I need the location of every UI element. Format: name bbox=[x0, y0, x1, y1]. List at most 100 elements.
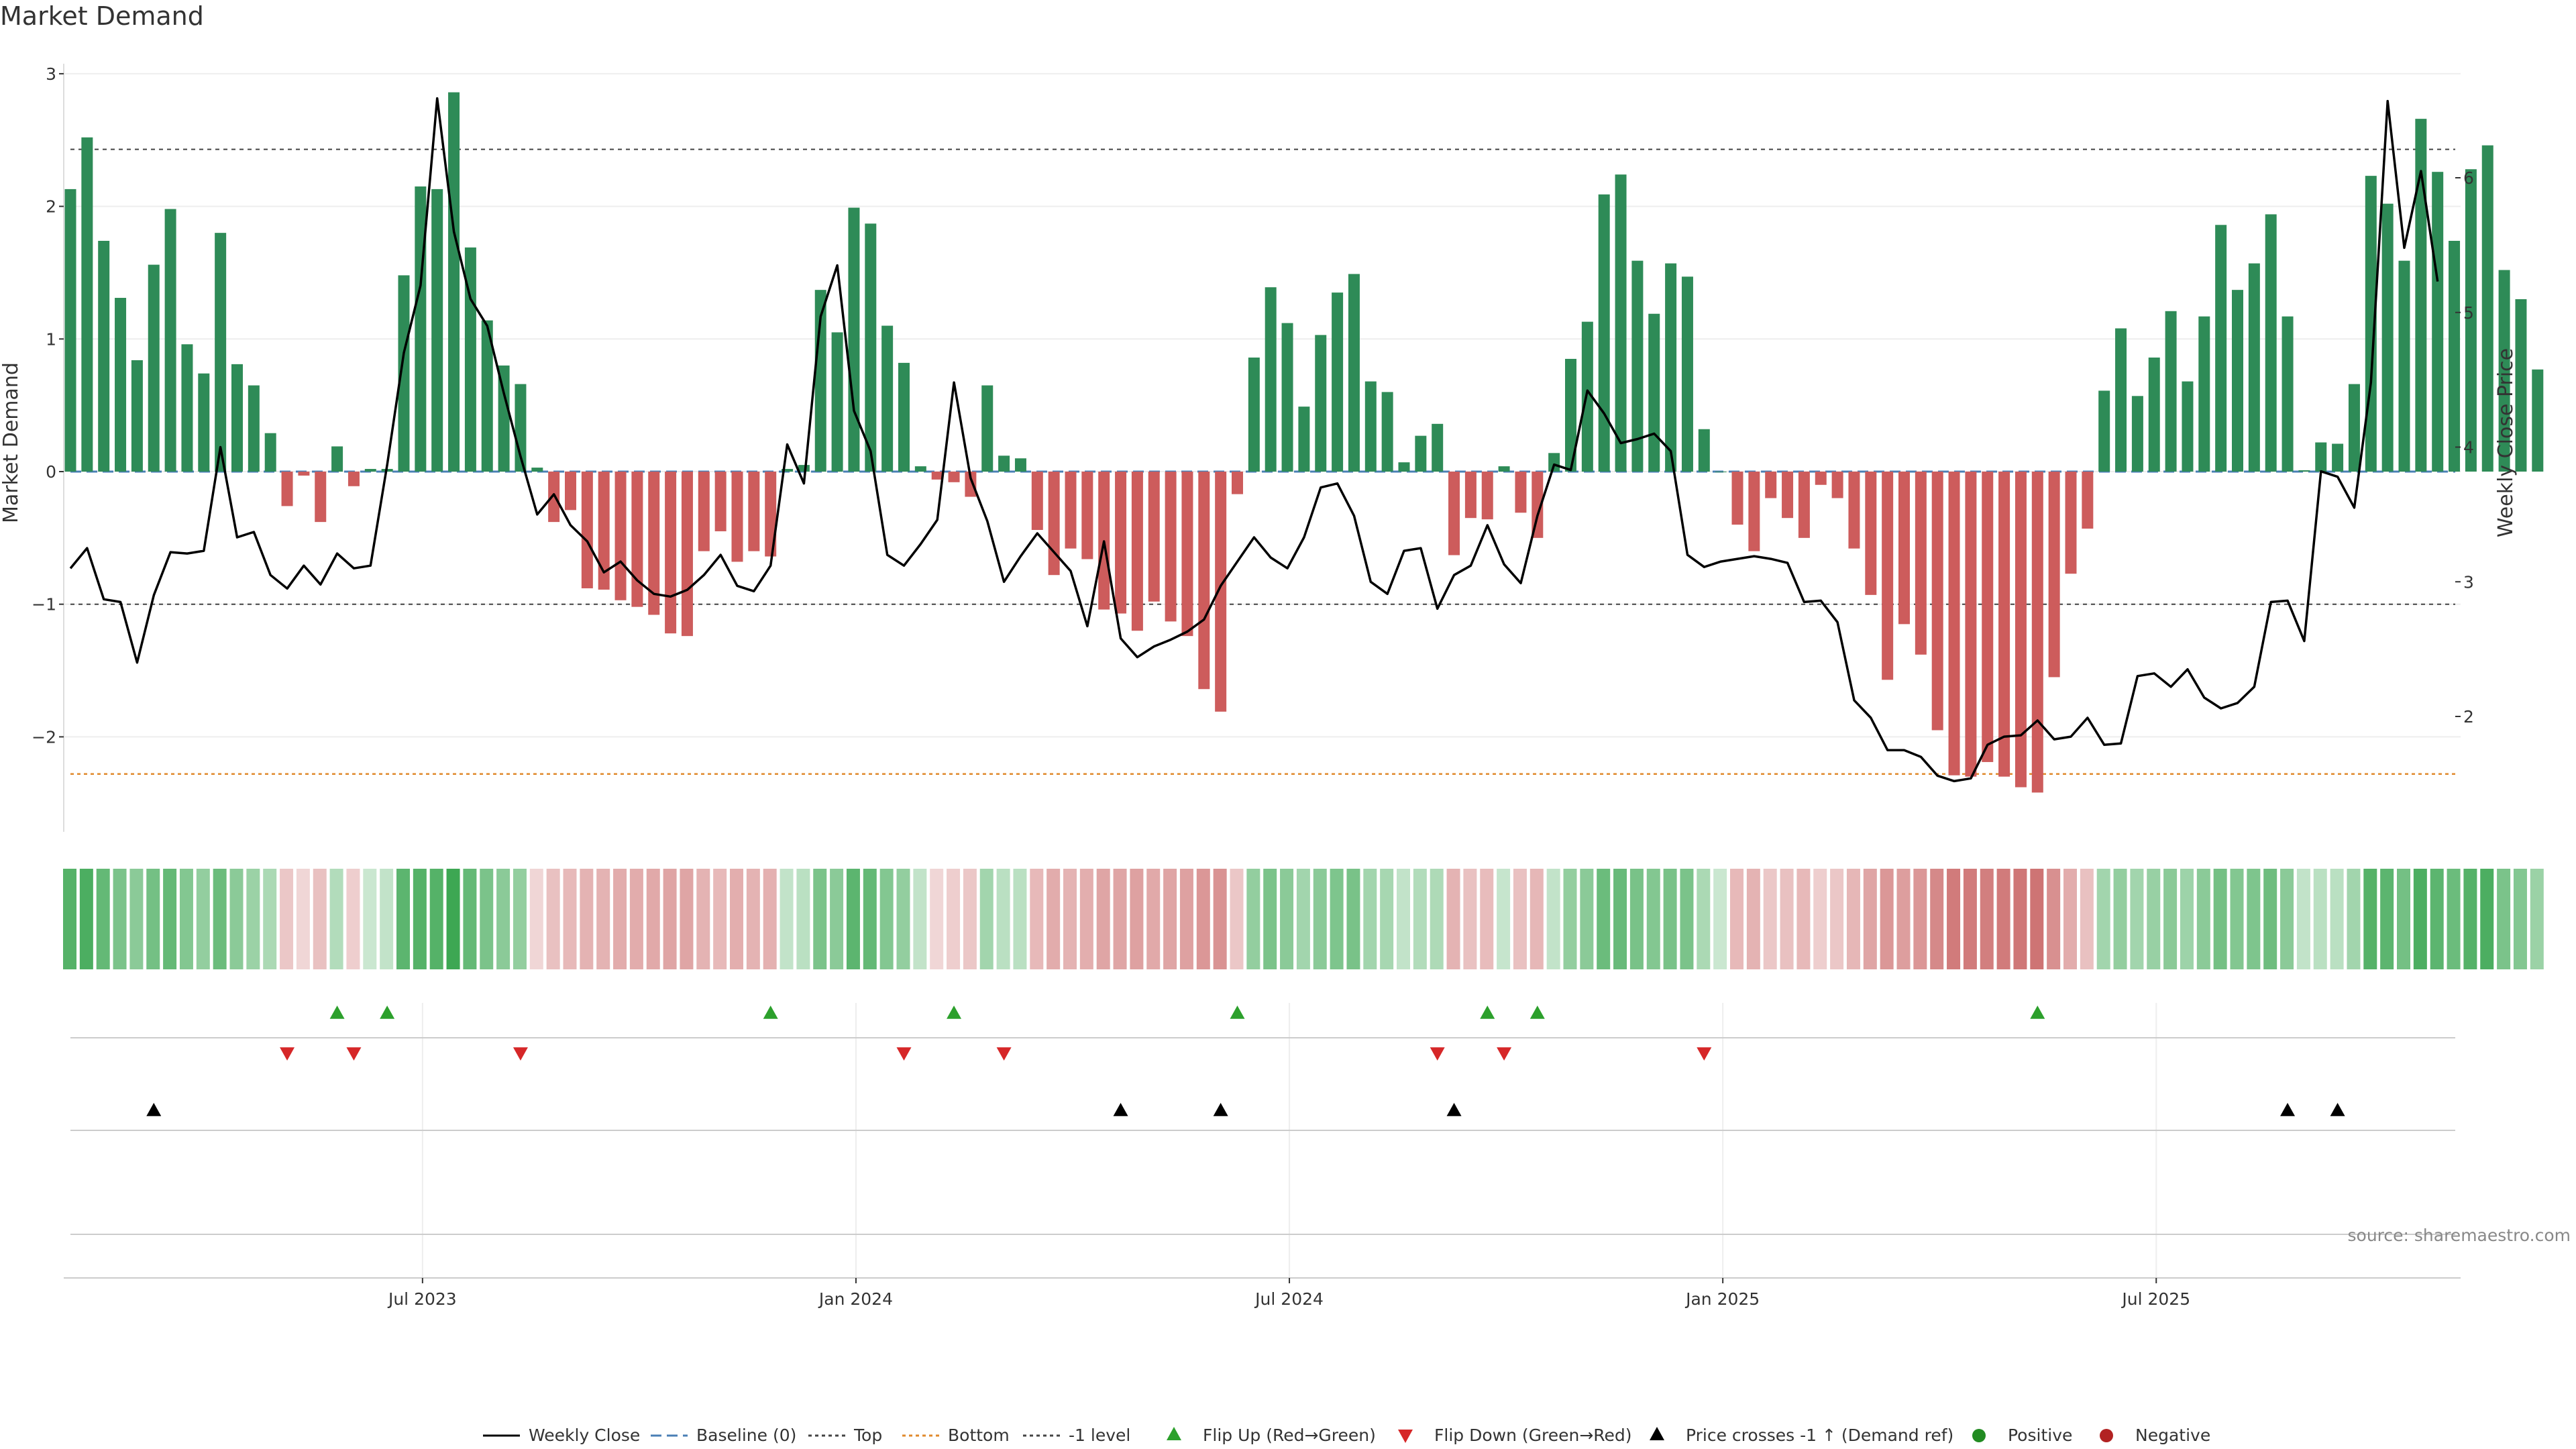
price-cross-marker bbox=[1113, 1103, 1128, 1116]
demand-bar bbox=[1615, 174, 1627, 472]
heat-cell bbox=[896, 869, 910, 969]
demand-bar bbox=[1865, 472, 1877, 595]
heat-cell bbox=[1563, 869, 1577, 969]
y-tick-label: −2 bbox=[32, 727, 56, 747]
flip-down-marker bbox=[1430, 1047, 1445, 1061]
regime-heat-strip bbox=[63, 869, 2544, 969]
heat-cell bbox=[2447, 869, 2461, 969]
demand-bar bbox=[264, 433, 276, 472]
demand-bar bbox=[1198, 472, 1210, 690]
heat-cell bbox=[1230, 869, 1244, 969]
demand-bar bbox=[1965, 472, 1977, 777]
demand-bar bbox=[1815, 472, 1827, 485]
heat-cell bbox=[480, 869, 494, 969]
heat-cell bbox=[1313, 869, 1327, 969]
demand-bar bbox=[1998, 472, 2010, 777]
heat-cell bbox=[1213, 869, 1227, 969]
heat-cell bbox=[2113, 869, 2127, 969]
demand-bar bbox=[1748, 472, 1760, 551]
demand-bar bbox=[98, 241, 110, 472]
x-tick-label: Jul 2024 bbox=[1254, 1289, 1324, 1309]
heat-cell bbox=[713, 869, 727, 969]
heat-cell bbox=[1463, 869, 1477, 969]
heat-cell bbox=[1446, 869, 1460, 969]
flip-down-marker bbox=[896, 1047, 912, 1061]
heat-cell bbox=[546, 869, 560, 969]
heat-cell bbox=[1930, 869, 1944, 969]
heat-cell bbox=[1380, 869, 1394, 969]
demand-bar bbox=[1498, 466, 1510, 472]
demand-bar bbox=[1948, 472, 1960, 775]
demand-bar bbox=[2348, 384, 2360, 472]
legend-label: Positive bbox=[2008, 1426, 2072, 1445]
legend-item: Flip Up (Red→Green) bbox=[1167, 1426, 1376, 1445]
heat-cell bbox=[2196, 869, 2210, 969]
heat-cell bbox=[1529, 869, 1544, 969]
heat-cell bbox=[1513, 869, 1527, 969]
heat-cell bbox=[596, 869, 610, 969]
flip-up-marker bbox=[1529, 1006, 1545, 1019]
demand-bar bbox=[2198, 316, 2210, 472]
heat-cell bbox=[2330, 869, 2344, 969]
demand-bar bbox=[1348, 274, 1360, 472]
demand-bar bbox=[831, 332, 843, 472]
x-tick-label: Jul 2025 bbox=[2121, 1289, 2190, 1309]
demand-bar bbox=[1232, 472, 1243, 494]
demand-bar bbox=[1115, 472, 1127, 614]
heat-cell bbox=[1246, 869, 1260, 969]
flip-up-marker bbox=[1480, 1006, 1495, 1019]
heat-cell bbox=[2530, 869, 2544, 969]
y-tick-label: 2 bbox=[46, 197, 56, 217]
price-cross-marker bbox=[1446, 1103, 1462, 1116]
heat-cell bbox=[563, 869, 577, 969]
heat-cell bbox=[179, 869, 193, 969]
demand-bar bbox=[614, 472, 627, 600]
x-tick-label: Jul 2023 bbox=[387, 1289, 457, 1309]
legend-label: -1 level bbox=[1069, 1426, 1130, 1445]
y2-tick-label: 3 bbox=[2463, 572, 2474, 592]
demand-bar bbox=[2065, 472, 2077, 574]
y2-tick-label: 5 bbox=[2463, 303, 2474, 323]
heat-cell bbox=[963, 869, 977, 969]
heat-cell bbox=[1713, 869, 1727, 969]
heat-cell bbox=[2513, 869, 2527, 969]
heat-cell bbox=[2480, 869, 2494, 969]
heat-cell bbox=[1346, 869, 1360, 969]
heat-cell bbox=[2080, 869, 2094, 969]
demand-bar bbox=[1765, 472, 1777, 498]
demand-bar bbox=[2415, 119, 2427, 472]
y2-tick-label: 2 bbox=[2463, 707, 2474, 727]
demand-bar bbox=[2215, 225, 2227, 472]
heat-cell bbox=[1780, 869, 1794, 969]
demand-bar bbox=[782, 469, 794, 472]
heat-cell bbox=[2096, 869, 2110, 969]
demand-bar bbox=[1665, 263, 1677, 472]
demand-bar bbox=[2031, 472, 2043, 793]
demand-bar bbox=[2449, 241, 2461, 472]
legend-label: Baseline (0) bbox=[696, 1426, 796, 1445]
demand-bar bbox=[1148, 472, 1160, 602]
heat-cell bbox=[696, 869, 710, 969]
demand-bar bbox=[164, 209, 176, 472]
flip-up-marker bbox=[329, 1006, 345, 1019]
heat-cell bbox=[96, 869, 110, 969]
heat-cell bbox=[363, 869, 377, 969]
heat-cell bbox=[1263, 869, 1277, 969]
demand-bar bbox=[1031, 472, 1043, 530]
flip-up-marker bbox=[1230, 1006, 1245, 1019]
demand-bar bbox=[181, 344, 193, 472]
demand-bar bbox=[1515, 472, 1527, 513]
legend-item: Flip Down (Green→Red) bbox=[1398, 1426, 1632, 1445]
demand-bar bbox=[1698, 429, 1710, 472]
heat-cell bbox=[1113, 869, 1127, 969]
demand-bar bbox=[1982, 472, 1994, 762]
demand-bar bbox=[1731, 472, 1743, 525]
demand-bar bbox=[714, 472, 727, 531]
heat-cell bbox=[496, 869, 511, 969]
demand-bar bbox=[1048, 472, 1060, 576]
flip-up-marker bbox=[947, 1006, 962, 1019]
heat-cell bbox=[846, 869, 860, 969]
heat-cell bbox=[1330, 869, 1344, 969]
demand-bar bbox=[565, 472, 576, 511]
heat-cell bbox=[1730, 869, 1743, 969]
